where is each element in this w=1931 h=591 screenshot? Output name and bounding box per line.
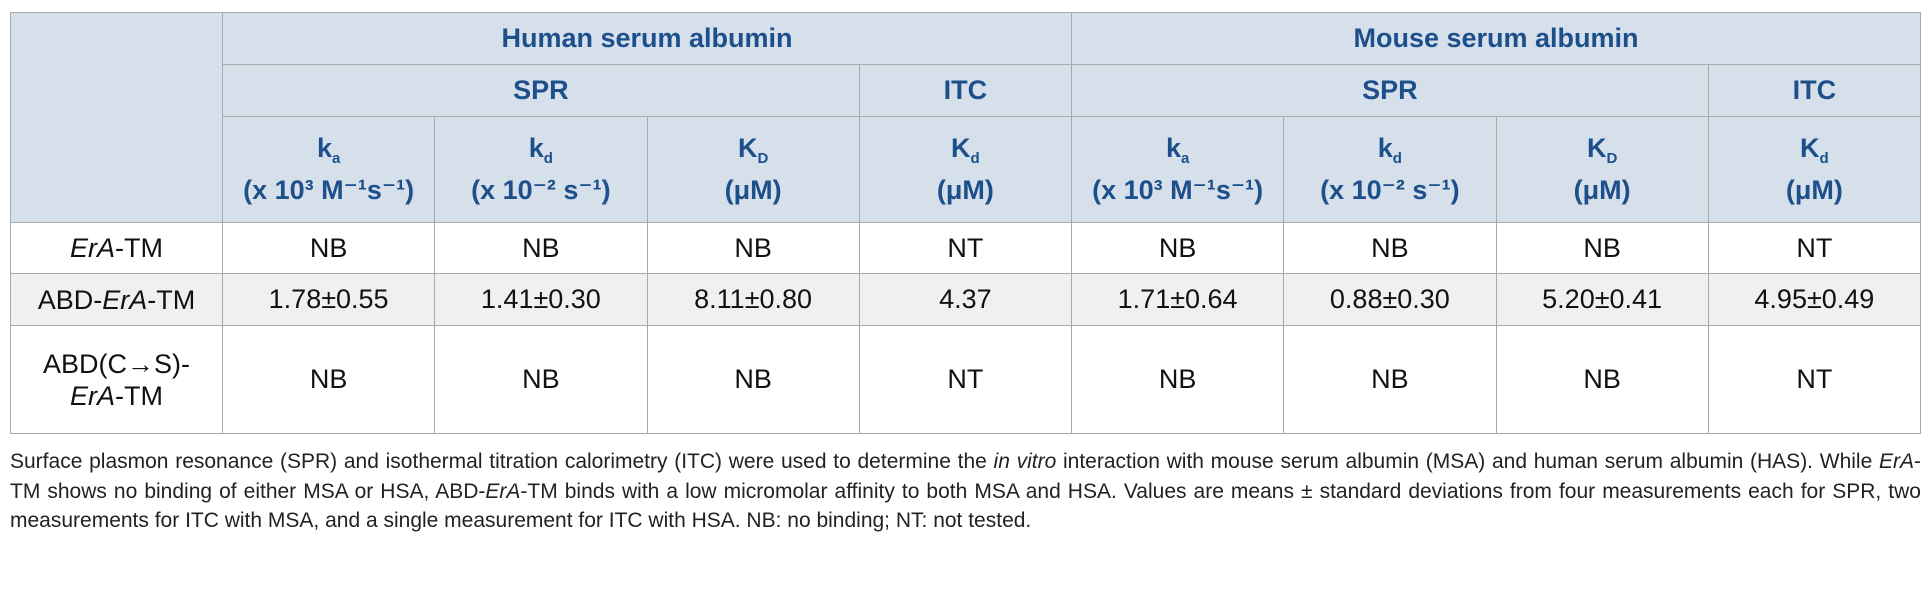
data-cell: NB (1283, 222, 1497, 274)
label-text: -TM (115, 380, 163, 411)
data-cell: NB (646, 222, 860, 274)
label-text: -TM (147, 284, 196, 315)
column-symbol: ka (223, 133, 434, 167)
caption: Surface plasmon resonance (SPR) and isot… (10, 447, 1921, 536)
label-text: -TM (115, 233, 163, 263)
column-unit: (x 10³ M⁻¹s⁻¹) (1092, 175, 1264, 205)
corner-cell (10, 12, 223, 223)
method-header: SPR (222, 64, 860, 117)
subscript: d (1392, 150, 1402, 167)
column-unit: (x 10³ M⁻¹s⁻¹) (243, 175, 415, 205)
caption-text: ErA (485, 479, 521, 503)
column-header: ka (x 10³ M⁻¹s⁻¹) (1070, 116, 1285, 223)
data-cell: NB (646, 325, 860, 434)
data-row: ErA-TM NB NB NB NT NB NB NB NT (10, 222, 1922, 274)
column-header: kd (x 10⁻² s⁻¹) (1283, 116, 1497, 223)
label-text: ErA (70, 380, 116, 411)
symbol: K (1800, 133, 1820, 163)
column-unit: (μM) (936, 175, 994, 205)
column-symbol: KD (1497, 133, 1708, 167)
data-cell: NT (858, 222, 1073, 274)
column-symbol: kd (435, 133, 646, 167)
method-header: SPR (1071, 64, 1709, 117)
data-row: ABD-ErA-TM 1.78±0.55 1.41±0.30 8.11±0.80 4.3… (10, 273, 1922, 326)
data-cell: NB (1495, 222, 1709, 274)
label-text: ErA (102, 284, 148, 315)
data-cell: NB (1070, 325, 1285, 434)
column-symbol: kd (1284, 133, 1495, 167)
header-row: Human serum albumin Mouse serum albumin (10, 12, 1921, 223)
label-text: ErA (70, 233, 116, 263)
header-row: ka (x 10³ M⁻¹s⁻¹) kd (x 10⁻² s⁻¹) KD (μM) Kd (μ… (11, 116, 1922, 223)
column-header: Kd (μM) (858, 116, 1073, 223)
data-cell: 1.78±0.55 (221, 273, 436, 326)
column-header: KD (μM) (1495, 116, 1709, 223)
data-cell: 1.71±0.64 (1070, 273, 1285, 326)
column-header: Kd (μM) (1707, 116, 1922, 223)
data-cell: NT (1707, 325, 1922, 434)
data-cell: 4.95±0.49 (1707, 273, 1922, 326)
subscript: a (331, 150, 341, 167)
column-symbol: KD (648, 133, 859, 167)
caption-text: ErA (1878, 450, 1914, 473)
row-label: ErA-TM (10, 222, 223, 274)
subscript: D (1606, 150, 1618, 167)
data-cell: NB (434, 325, 648, 434)
column-symbol: ka (1072, 133, 1283, 167)
caption-text: in vitro (993, 450, 1057, 473)
group-header: Mouse serum albumin (1071, 12, 1921, 65)
symbol: k (316, 133, 332, 163)
subscript: d (970, 150, 980, 167)
subscript: a (1180, 150, 1190, 167)
data-cell: 0.88±0.30 (1283, 273, 1497, 326)
data-cell: NB (1283, 325, 1497, 434)
row-label: ABD-ErA-TM (10, 273, 223, 326)
data-cell: NB (434, 222, 648, 274)
column-header: KD (μM) (646, 116, 860, 223)
symbol: k (1165, 133, 1181, 163)
header-row: SPR ITC SPR ITC (11, 64, 1922, 117)
symbol: K (1586, 133, 1607, 163)
caption-text: -TM binds with a low micromolar affinity… (10, 479, 1921, 533)
label-text: ABD- (37, 284, 103, 315)
data-cell: 4.37 (858, 273, 1073, 326)
row-label: ABD(C→S)-ErA-TM (10, 325, 223, 434)
method-header: ITC (858, 64, 1073, 117)
column-header: kd (x 10⁻² s⁻¹) (434, 116, 648, 223)
subscript: d (1819, 150, 1829, 167)
data-cell: 8.11±0.80 (646, 273, 860, 326)
data-cell: NT (1707, 222, 1922, 274)
caption-text: Surface plasmon resonance (SPR) and isot… (10, 450, 994, 473)
data-row: ABD(C→S)-ErA-TM NB NB NB NT NB NB NB NT (10, 325, 1922, 434)
data-cell: NB (1495, 325, 1709, 434)
group-header: Human serum albumin (222, 12, 1072, 65)
caption-text: -TM shows no binding of either MSA or HS… (10, 450, 1921, 503)
symbol: k (1377, 133, 1393, 163)
caption-text: interaction with mouse serum albumin (MS… (1056, 450, 1879, 473)
column-unit: (μM) (1573, 175, 1631, 205)
column-header: ka (x 10³ M⁻¹s⁻¹) (221, 116, 436, 223)
data-cell: NB (221, 222, 436, 274)
symbol: K (951, 133, 971, 163)
column-symbol: Kd (860, 133, 1071, 167)
data-cell: 5.20±0.41 (1495, 273, 1709, 326)
subscript: d (543, 150, 553, 167)
column-symbol: Kd (1709, 133, 1920, 167)
data-table: Human serum albumin Mouse serum albumin SP… (10, 12, 1922, 434)
label-text: ABD(C→S)- (43, 348, 190, 379)
column-unit: (x 10⁻² s⁻¹) (1320, 175, 1460, 205)
data-cell: 1.41±0.30 (434, 273, 648, 326)
data-cell: NB (1070, 222, 1285, 274)
data-cell: NB (221, 325, 436, 434)
column-unit: (x 10⁻² s⁻¹) (471, 175, 611, 205)
column-unit: (μM) (1785, 175, 1843, 205)
subscript: D (757, 150, 769, 167)
data-cell: NT (858, 325, 1073, 434)
symbol: K (737, 133, 758, 163)
column-unit: (μM) (724, 175, 782, 205)
method-header: ITC (1707, 64, 1922, 117)
symbol: k (528, 133, 544, 163)
